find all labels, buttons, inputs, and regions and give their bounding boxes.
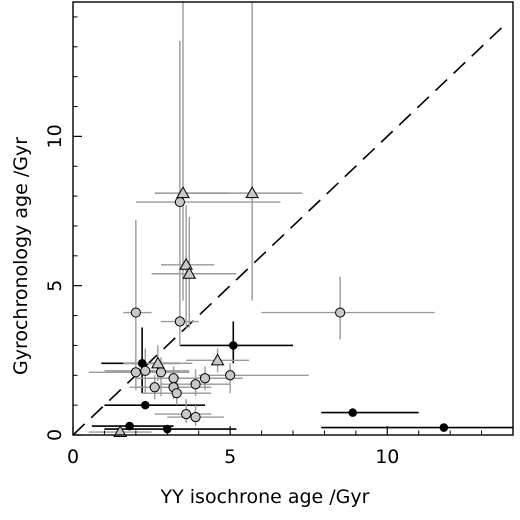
open-circle-point <box>168 373 179 384</box>
triangle-point <box>245 186 260 199</box>
triangle-point <box>176 186 190 199</box>
axes: 0 5 10 0 5 10 <box>44 1 514 468</box>
y-tick-label: 0 <box>44 429 66 441</box>
open-circle-point <box>190 411 201 423</box>
open-circle-point <box>155 367 167 378</box>
open-circle-point <box>225 370 236 381</box>
filled-circle-point <box>439 423 449 432</box>
filled-circle-point <box>140 400 150 410</box>
triangle-point <box>210 353 225 366</box>
triangle-point <box>150 356 165 369</box>
filled-circle-point <box>348 408 358 417</box>
y-axis-label: Gyrochronology age /Gyr <box>10 137 32 375</box>
open-circle-point <box>174 316 185 327</box>
open-circle-point <box>130 367 141 378</box>
open-circle-point <box>174 196 185 208</box>
open-circle-point <box>140 365 151 376</box>
open-circle-point <box>335 307 346 318</box>
open-circle-point <box>190 379 201 390</box>
data-markers <box>113 186 449 438</box>
open-circle-point <box>149 382 160 393</box>
y-tick-label: 10 <box>44 124 66 148</box>
open-circle-point <box>130 307 141 318</box>
open-circle-point <box>181 408 192 420</box>
x-tick-label: 0 <box>67 446 79 468</box>
y-tick-label: 5 <box>44 280 66 292</box>
x-tick-label: 5 <box>224 446 236 468</box>
x-axis-label: YY isochrone age /Gyr <box>160 486 370 508</box>
triangle-point <box>113 425 128 438</box>
open-circle-point <box>199 373 211 384</box>
triangle-point <box>182 266 197 279</box>
triangle-point <box>179 257 194 270</box>
x-tick-label: 10 <box>375 446 399 468</box>
open-circle-point <box>171 388 182 399</box>
filled-circle-point <box>125 421 134 431</box>
filled-circle-point <box>228 341 238 350</box>
